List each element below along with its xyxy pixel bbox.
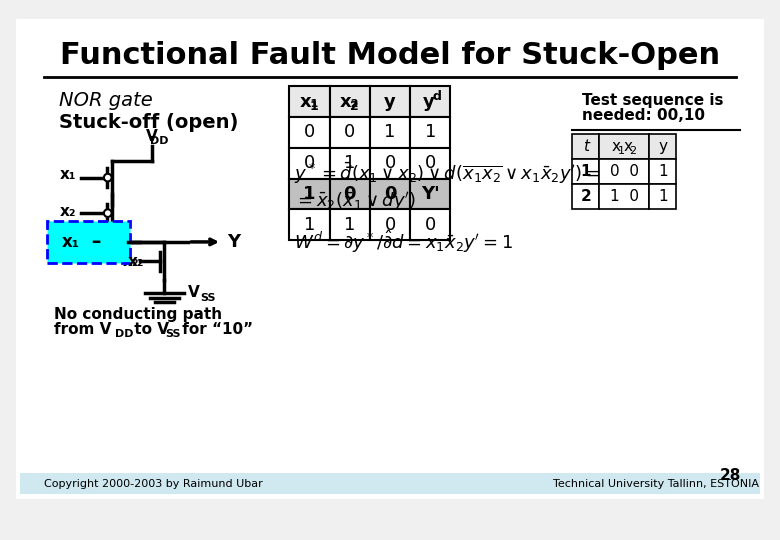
Text: SS: SS	[200, 293, 215, 302]
Bar	[329, 148, 370, 179]
Text: x: x	[612, 139, 621, 154]
Text: Y': Y'	[421, 185, 440, 203]
Text: 1: 1	[580, 164, 591, 179]
Bar	[573, 134, 599, 159]
Bar	[289, 148, 329, 179]
Bar	[410, 148, 451, 179]
Text: 2: 2	[580, 190, 591, 204]
Text: t: t	[583, 139, 589, 154]
Text: 0: 0	[384, 185, 396, 203]
Bar	[410, 86, 451, 117]
Bar	[410, 179, 451, 210]
Bar	[649, 159, 676, 184]
Text: $= \bar{x}_2(\bar{x}_1 \vee dy')$: $= \bar{x}_2(\bar{x}_1 \vee dy')$	[294, 190, 417, 213]
Text: x₁: x₁	[300, 93, 319, 111]
Text: SS: SS	[165, 329, 181, 339]
Text: 1: 1	[344, 154, 356, 172]
Text: 1: 1	[658, 164, 668, 179]
Text: x₂: x₂	[127, 254, 144, 268]
FancyBboxPatch shape	[12, 16, 768, 502]
Bar	[289, 117, 329, 148]
Bar	[289, 86, 329, 117]
Bar	[329, 117, 370, 148]
Text: y: y	[423, 93, 434, 111]
Bar	[329, 179, 370, 210]
Bar	[370, 117, 410, 148]
Text: Technical University Tallinn, ESTONIA: Technical University Tallinn, ESTONIA	[553, 479, 759, 489]
Circle shape	[104, 174, 112, 181]
Text: 1: 1	[385, 124, 395, 141]
Text: x₁: x₁	[62, 233, 80, 251]
Text: x: x	[623, 139, 633, 154]
Bar	[599, 134, 649, 159]
Text: x₂: x₂	[60, 204, 76, 219]
Text: 0: 0	[385, 215, 395, 234]
Text: 0: 0	[424, 215, 436, 234]
Text: Copyright 2000-2003 by Raimund Ubar: Copyright 2000-2003 by Raimund Ubar	[44, 479, 263, 489]
Bar	[649, 184, 676, 210]
Bar	[370, 210, 410, 240]
Text: 0: 0	[385, 154, 395, 172]
Text: needed: 00,10: needed: 00,10	[582, 107, 705, 123]
Text: 0: 0	[344, 124, 356, 141]
Text: y: y	[384, 93, 396, 111]
Text: DD: DD	[151, 136, 168, 146]
Text: 0: 0	[424, 154, 436, 172]
Text: to V: to V	[129, 322, 169, 337]
Text: 1: 1	[424, 124, 436, 141]
Text: DD: DD	[115, 329, 134, 339]
Text: Stuck-off (open): Stuck-off (open)	[58, 113, 238, 132]
Text: 1: 1	[344, 215, 356, 234]
Text: x₁: x₁	[60, 167, 76, 182]
FancyBboxPatch shape	[48, 221, 129, 263]
Text: 1: 1	[618, 146, 625, 156]
Text: Test sequence is: Test sequence is	[582, 93, 724, 109]
Text: 1: 1	[658, 190, 668, 204]
Text: 0: 0	[303, 154, 315, 172]
Text: 28: 28	[720, 468, 742, 483]
Text: d: d	[433, 91, 441, 104]
Text: 1: 1	[310, 100, 318, 113]
Bar	[370, 148, 410, 179]
Text: $y^* = \bar{d}(x_1 \vee x_2) \vee d(\overline{x_1 x_2} \vee x_1 \bar{x}_2 y') =$: $y^* = \bar{d}(x_1 \vee x_2) \vee d(\ove…	[294, 160, 601, 186]
Bar	[573, 184, 599, 210]
Bar	[289, 210, 329, 240]
Bar	[329, 210, 370, 240]
Bar	[599, 184, 649, 210]
Circle shape	[104, 210, 112, 217]
Text: NOR gate: NOR gate	[58, 91, 153, 110]
Text: for “10”: for “10”	[177, 322, 253, 337]
Text: V: V	[146, 129, 158, 144]
Bar	[370, 179, 410, 210]
Text: 0  0: 0 0	[610, 164, 639, 179]
Text: V: V	[189, 285, 200, 300]
Bar	[20, 473, 760, 495]
Text: 2: 2	[629, 146, 636, 156]
Text: 2: 2	[350, 100, 359, 113]
Bar	[370, 86, 410, 117]
Bar	[329, 86, 370, 117]
Text: No conducting path: No conducting path	[54, 307, 222, 322]
Text: y: y	[658, 139, 667, 154]
Text: 1: 1	[303, 215, 315, 234]
Bar	[410, 117, 451, 148]
Text: 1  0: 1 0	[610, 190, 639, 204]
Text: Functional Fault Model for Stuck-Open: Functional Fault Model for Stuck-Open	[60, 41, 720, 70]
Text: x₂: x₂	[122, 254, 139, 268]
Text: Y: Y	[227, 233, 240, 251]
Bar	[599, 159, 649, 184]
Text: x₂: x₂	[340, 93, 360, 111]
Text: from V: from V	[54, 322, 112, 337]
Text: 0: 0	[343, 185, 356, 203]
Text: –: –	[85, 232, 101, 252]
Bar	[649, 134, 676, 159]
Bar	[410, 210, 451, 240]
Bar	[289, 179, 329, 210]
Text: 0: 0	[303, 124, 315, 141]
Text: $W^d = \partial y^* / \hat{\partial} d = x_1 \bar{x}_2 y'=1$: $W^d = \partial y^* / \hat{\partial} d =…	[294, 228, 512, 255]
Text: 1: 1	[303, 185, 316, 203]
Bar	[573, 159, 599, 184]
